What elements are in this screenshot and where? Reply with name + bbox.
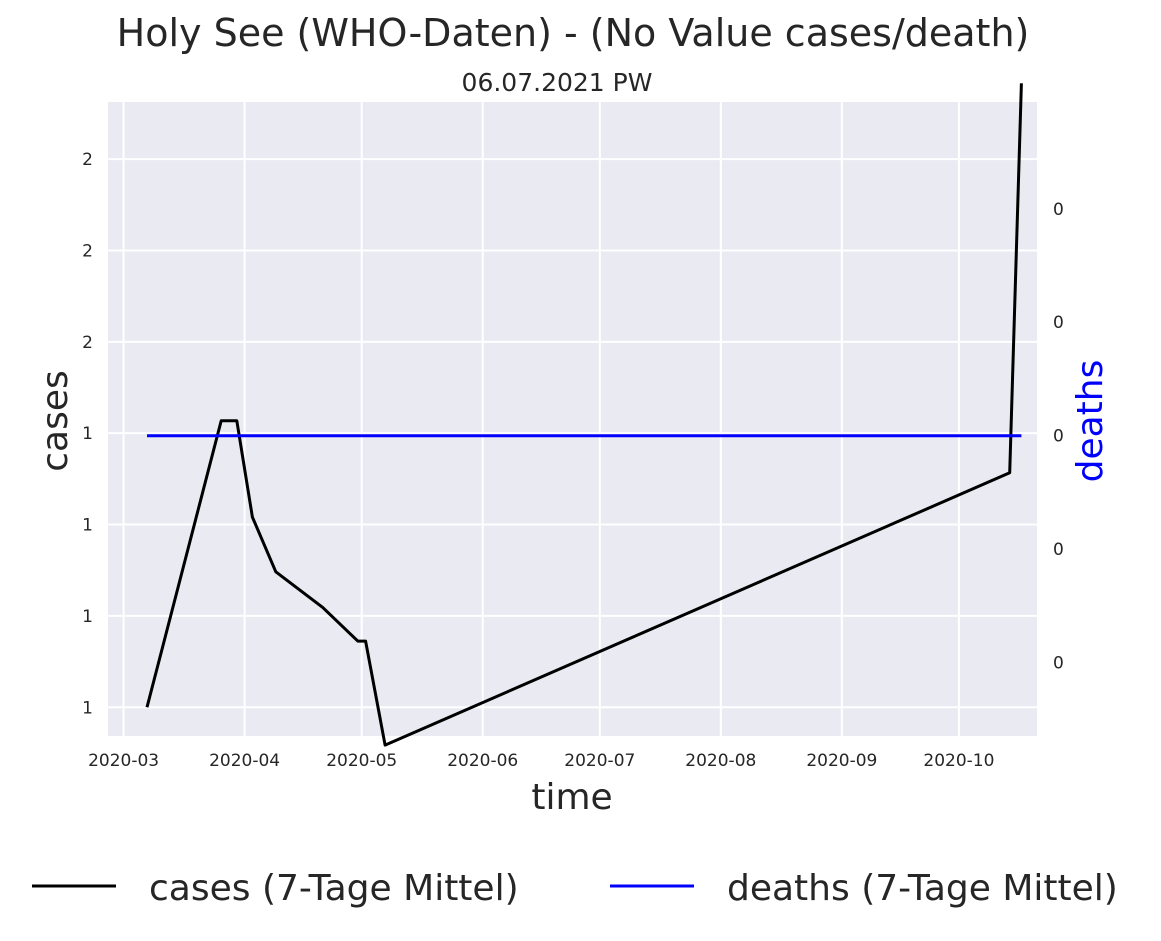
y-left-tick-label: 1 [82,516,93,536]
x-tick-label: 2020-10 [923,751,994,771]
x-tick-label: 2020-09 [806,751,877,771]
x-tick-label: 2020-04 [209,751,280,771]
series-group [145,83,1023,747]
y-right-tick-labels: 0 0 0 0 0 [1053,200,1064,674]
y-right-tick-label: 0 [1053,200,1064,220]
y-left-tick-label: 2 [82,241,93,261]
y-left-tick-label: 2 [82,333,93,353]
y-right-tick-label: 0 [1053,654,1064,674]
y-right-tick-label: 0 [1053,427,1064,447]
x-tick-labels: 2020-03 2020-04 2020-05 2020-06 2020-07 2020-… [88,751,994,771]
x-tick-label: 2020-08 [685,751,756,771]
y-right-tick-label: 0 [1053,540,1064,560]
y-left-axis-label: cases [35,370,76,472]
x-tick-label: 2020-06 [447,751,518,771]
chart-title: Holy See (WHO-Daten) - (No Value cases/d… [117,11,1030,55]
y-left-tick-labels: 1 1 1 1 2 2 2 [82,150,93,718]
y-left-tick-label: 1 [82,607,93,627]
y-right-axis-label: deaths [1070,360,1111,483]
legend-label-cases: cases (7-Tage Mittel) [149,868,519,909]
legend: cases (7-Tage Mittel) deaths (7-Tage Mit… [32,868,1118,909]
x-tick-label: 2020-03 [88,751,159,771]
grid [108,102,1037,736]
y-left-tick-label: 1 [82,698,93,718]
y-left-tick-label: 1 [82,424,93,444]
y-left-tick-label: 2 [82,150,93,170]
x-axis-label: time [531,777,612,818]
legend-label-deaths: deaths (7-Tage Mittel) [727,868,1118,909]
y-right-tick-label: 0 [1053,313,1064,333]
x-tick-label: 2020-05 [326,751,397,771]
chart-subtitle: 06.07.2021 PW [462,68,653,97]
cases-line [145,83,1023,747]
plot-area [108,102,1037,736]
x-tick-label: 2020-07 [564,751,635,771]
